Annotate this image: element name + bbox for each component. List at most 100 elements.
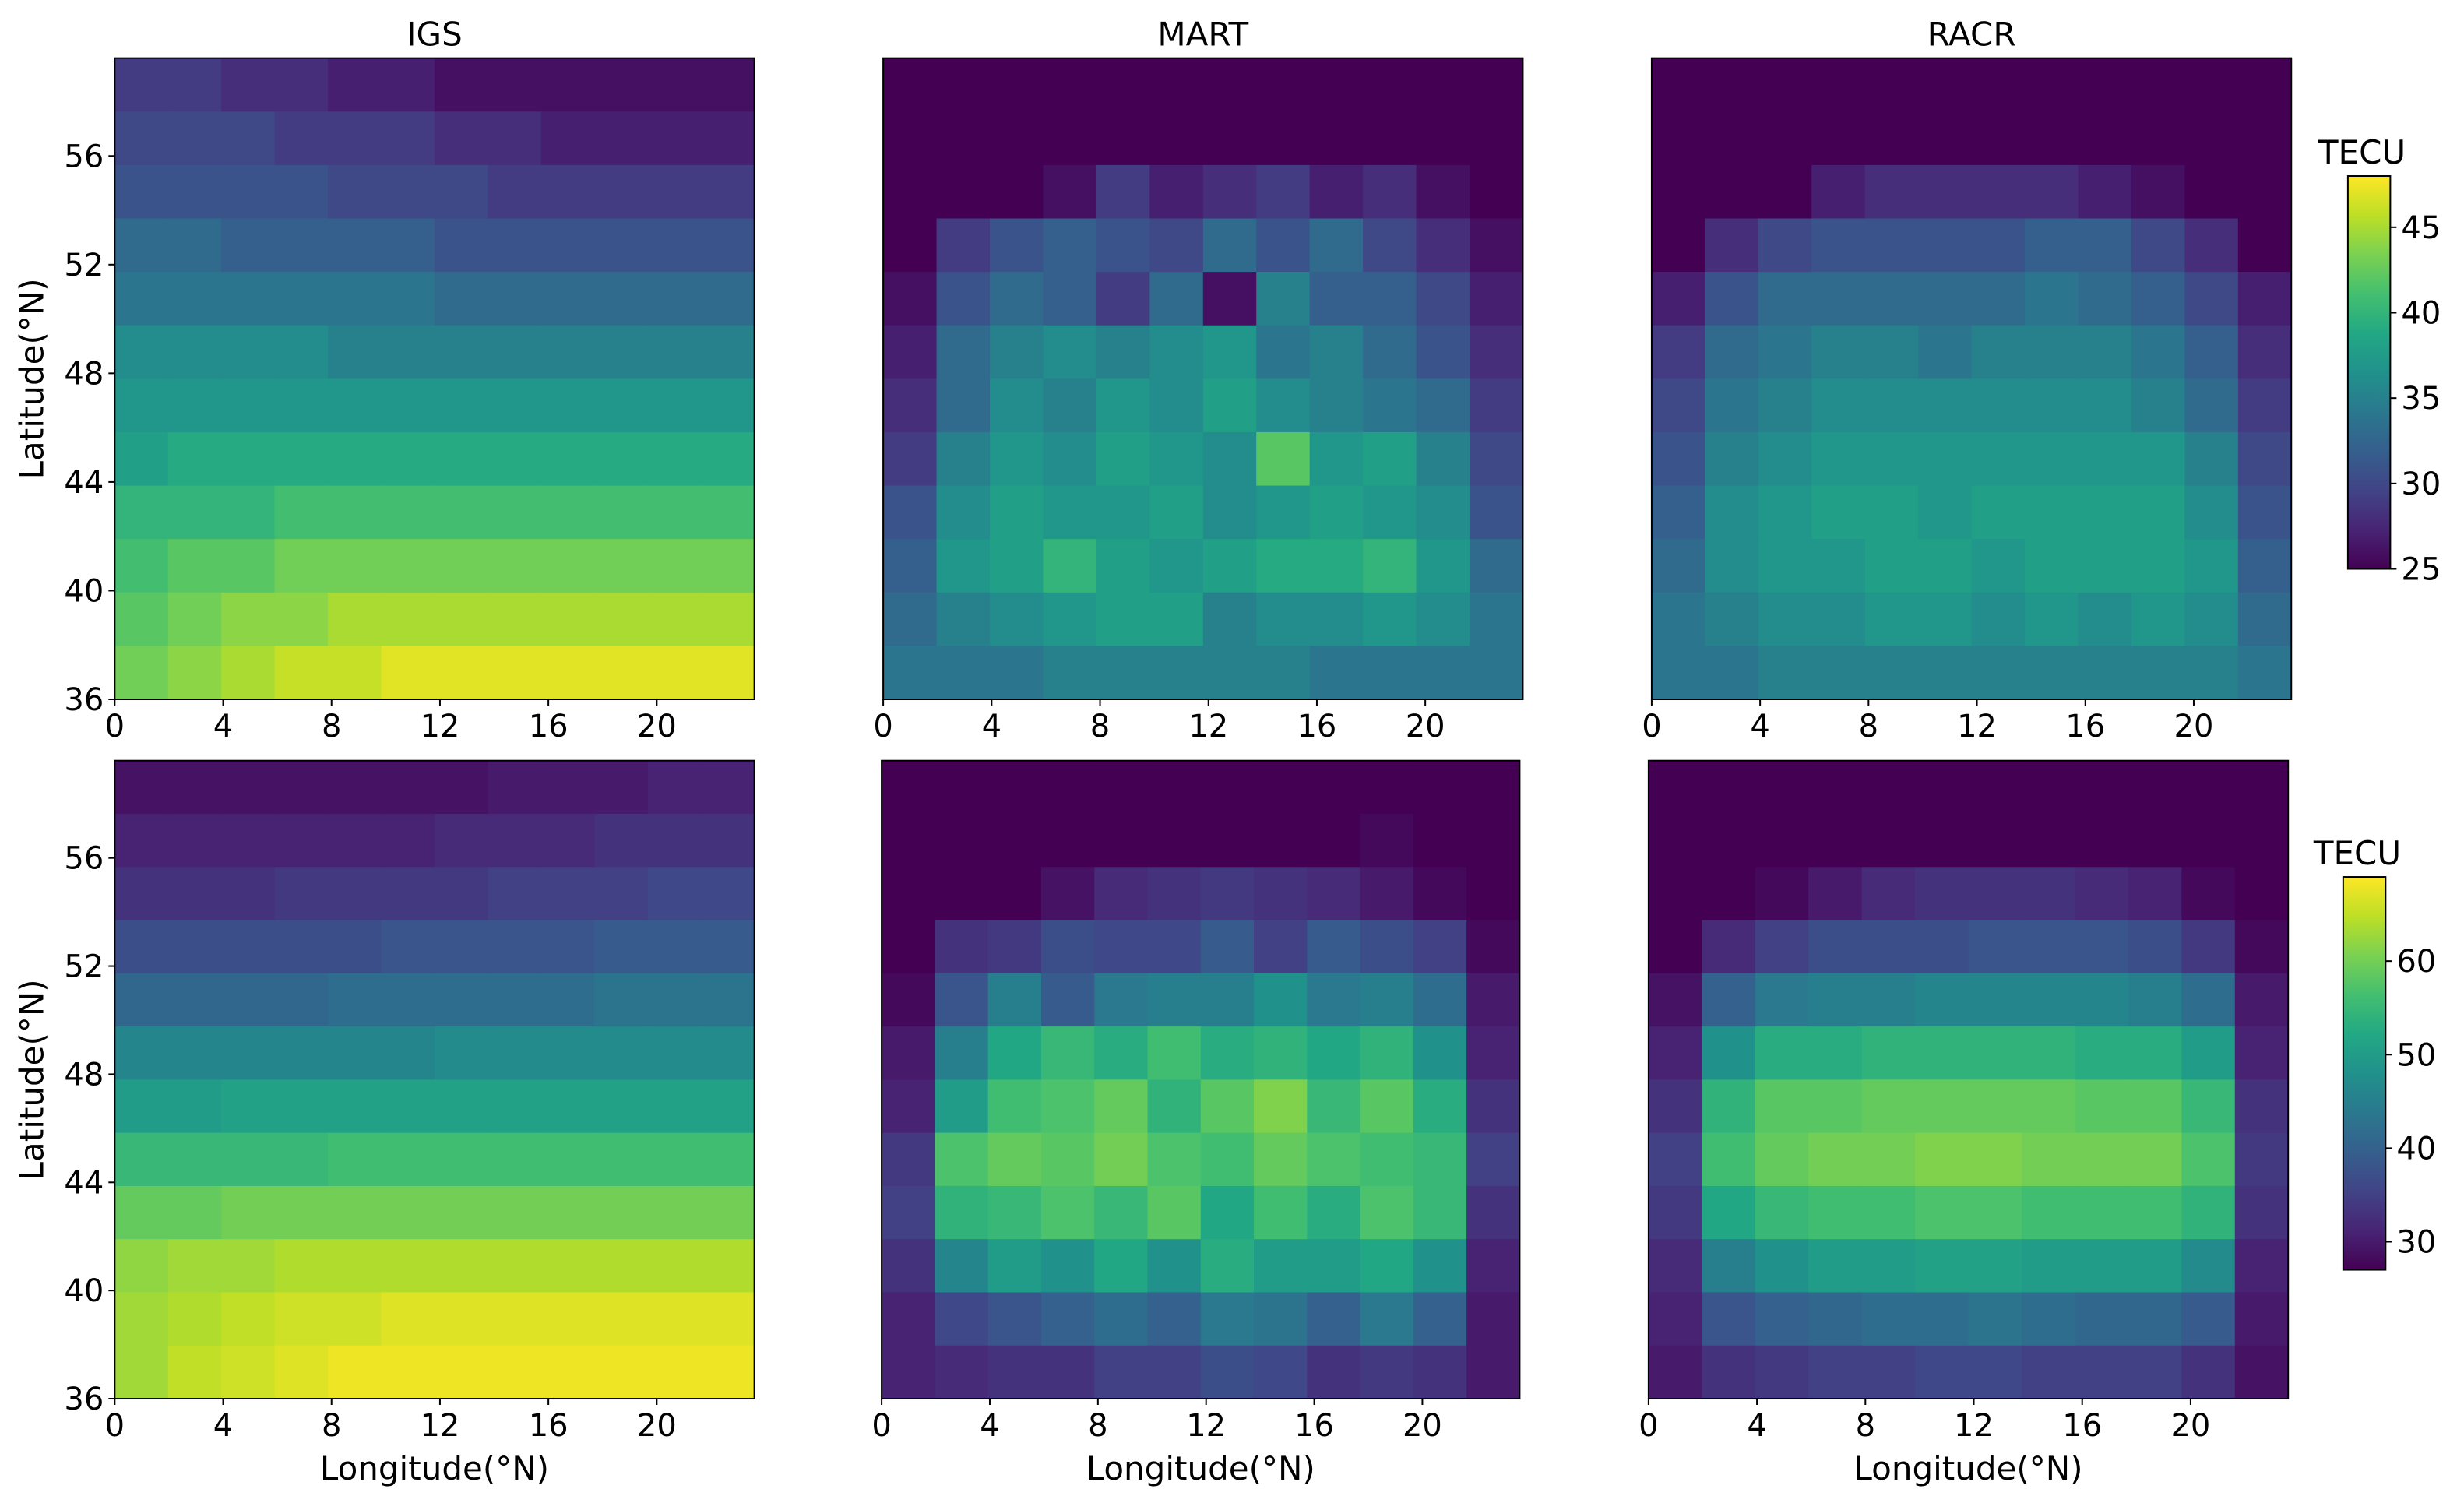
heat-cell xyxy=(2181,1239,2236,1294)
x-axis-label: Longitude(°N) xyxy=(1086,1449,1315,1487)
heat-cell xyxy=(1202,431,1257,487)
heat-cell xyxy=(1758,111,1812,166)
heat-cell xyxy=(1307,1132,1361,1187)
x-axis-label: Longitude(°N) xyxy=(1853,1449,2082,1487)
heat-cell xyxy=(987,1239,1042,1294)
heat-cell xyxy=(1043,431,1097,487)
heat-cell xyxy=(2021,867,2076,921)
heat-cell xyxy=(1200,1239,1255,1294)
heat-cell xyxy=(882,1132,935,1187)
x-tick-label: 12 xyxy=(420,709,459,744)
heat-cell xyxy=(2078,58,2132,112)
heat-cell xyxy=(2184,111,2239,166)
heat-cell xyxy=(114,973,169,1027)
heat-cell xyxy=(2237,431,2292,487)
heat-cell xyxy=(2234,1132,2289,1187)
heat-cell xyxy=(2237,111,2292,166)
heat-cell xyxy=(1864,592,1919,646)
heat-cell xyxy=(1758,539,1812,593)
heat-cell xyxy=(1094,760,1149,815)
heat-cell xyxy=(540,111,595,166)
colorbar-tick-label: 60 xyxy=(2396,944,2436,980)
heat-cell xyxy=(882,1079,935,1134)
x-tick-label: 12 xyxy=(1957,709,1997,744)
heat-cell xyxy=(1040,1239,1095,1294)
heat-cell xyxy=(2078,431,2132,487)
heat-cell xyxy=(1202,111,1257,166)
heat-cell xyxy=(882,973,935,1027)
heat-cell xyxy=(1200,973,1255,1027)
heat-cell xyxy=(1808,760,1863,815)
heat-cell xyxy=(936,592,991,646)
heat-cell xyxy=(883,592,938,646)
heat-cell xyxy=(1360,867,1414,921)
heat-cell xyxy=(434,539,489,593)
heat-cell xyxy=(1096,539,1150,593)
heat-cell xyxy=(434,1026,489,1080)
heat-cell xyxy=(1808,867,1863,921)
heat-cell xyxy=(114,1132,169,1187)
heat-cell xyxy=(381,539,435,593)
heat-cell xyxy=(1309,325,1364,379)
heat-cell xyxy=(1202,218,1257,273)
heat-cell xyxy=(1094,1345,1149,1399)
heat-cell xyxy=(434,485,489,540)
heat-cell xyxy=(1864,431,1919,487)
heat-cell xyxy=(434,592,489,646)
heat-cell xyxy=(1808,1132,1863,1187)
heat-cell xyxy=(882,813,935,868)
heat-cell xyxy=(1307,1239,1361,1294)
heat-cell xyxy=(1200,1345,1255,1399)
heat-cell xyxy=(2234,920,2289,974)
heat-cell xyxy=(936,325,991,379)
heat-cell xyxy=(1043,485,1097,540)
heat-cell xyxy=(1702,1292,1756,1346)
heat-cell xyxy=(1360,973,1414,1027)
heat-cell xyxy=(883,378,938,433)
heat-cell xyxy=(1094,1132,1149,1187)
heat-cell xyxy=(221,431,276,487)
heat-cell xyxy=(647,1132,702,1187)
heat-cell xyxy=(328,272,382,326)
heat-cell xyxy=(167,1292,222,1346)
heat-cell xyxy=(2131,646,2185,700)
heat-cell xyxy=(883,485,938,540)
heat-cell xyxy=(1861,760,1916,815)
heat-cell xyxy=(990,646,1044,700)
heat-cell xyxy=(1360,920,1414,974)
heat-cell xyxy=(1466,867,1521,921)
heat-cell xyxy=(381,58,435,112)
heat-cell xyxy=(1648,973,1702,1027)
heat-cell xyxy=(488,920,542,974)
colorbar xyxy=(2346,175,2392,570)
heat-cell xyxy=(1918,58,1973,112)
heat-cell xyxy=(2181,973,2236,1027)
heat-cell xyxy=(221,1132,276,1187)
heat-cell xyxy=(540,539,595,593)
heat-cell xyxy=(2025,111,2079,166)
heat-cell xyxy=(274,378,329,433)
heat-cell xyxy=(2128,1239,2182,1294)
heat-cell xyxy=(274,1185,329,1240)
panel-title: RACR xyxy=(1927,16,2016,54)
heat-cell xyxy=(221,973,276,1027)
heat-cell xyxy=(434,431,489,487)
heat-cell xyxy=(1256,58,1311,112)
x-tick-label: 0 xyxy=(1642,709,1661,744)
heat-cell xyxy=(1968,760,2022,815)
heat-cell xyxy=(1861,1026,1916,1080)
heat-cell xyxy=(1755,1132,1809,1187)
heat-cell xyxy=(1755,813,1809,868)
heat-cell xyxy=(1043,539,1097,593)
heat-cell xyxy=(2234,1345,2289,1399)
heat-cell xyxy=(328,867,382,921)
heat-cell xyxy=(2181,1026,2236,1080)
heat-cell xyxy=(328,58,382,112)
heat-cell xyxy=(1971,111,2026,166)
heat-cell xyxy=(1864,272,1919,326)
heat-cell xyxy=(114,111,169,166)
heat-cell xyxy=(594,973,649,1027)
heat-cell xyxy=(1256,378,1311,433)
heat-cell xyxy=(1360,760,1414,815)
